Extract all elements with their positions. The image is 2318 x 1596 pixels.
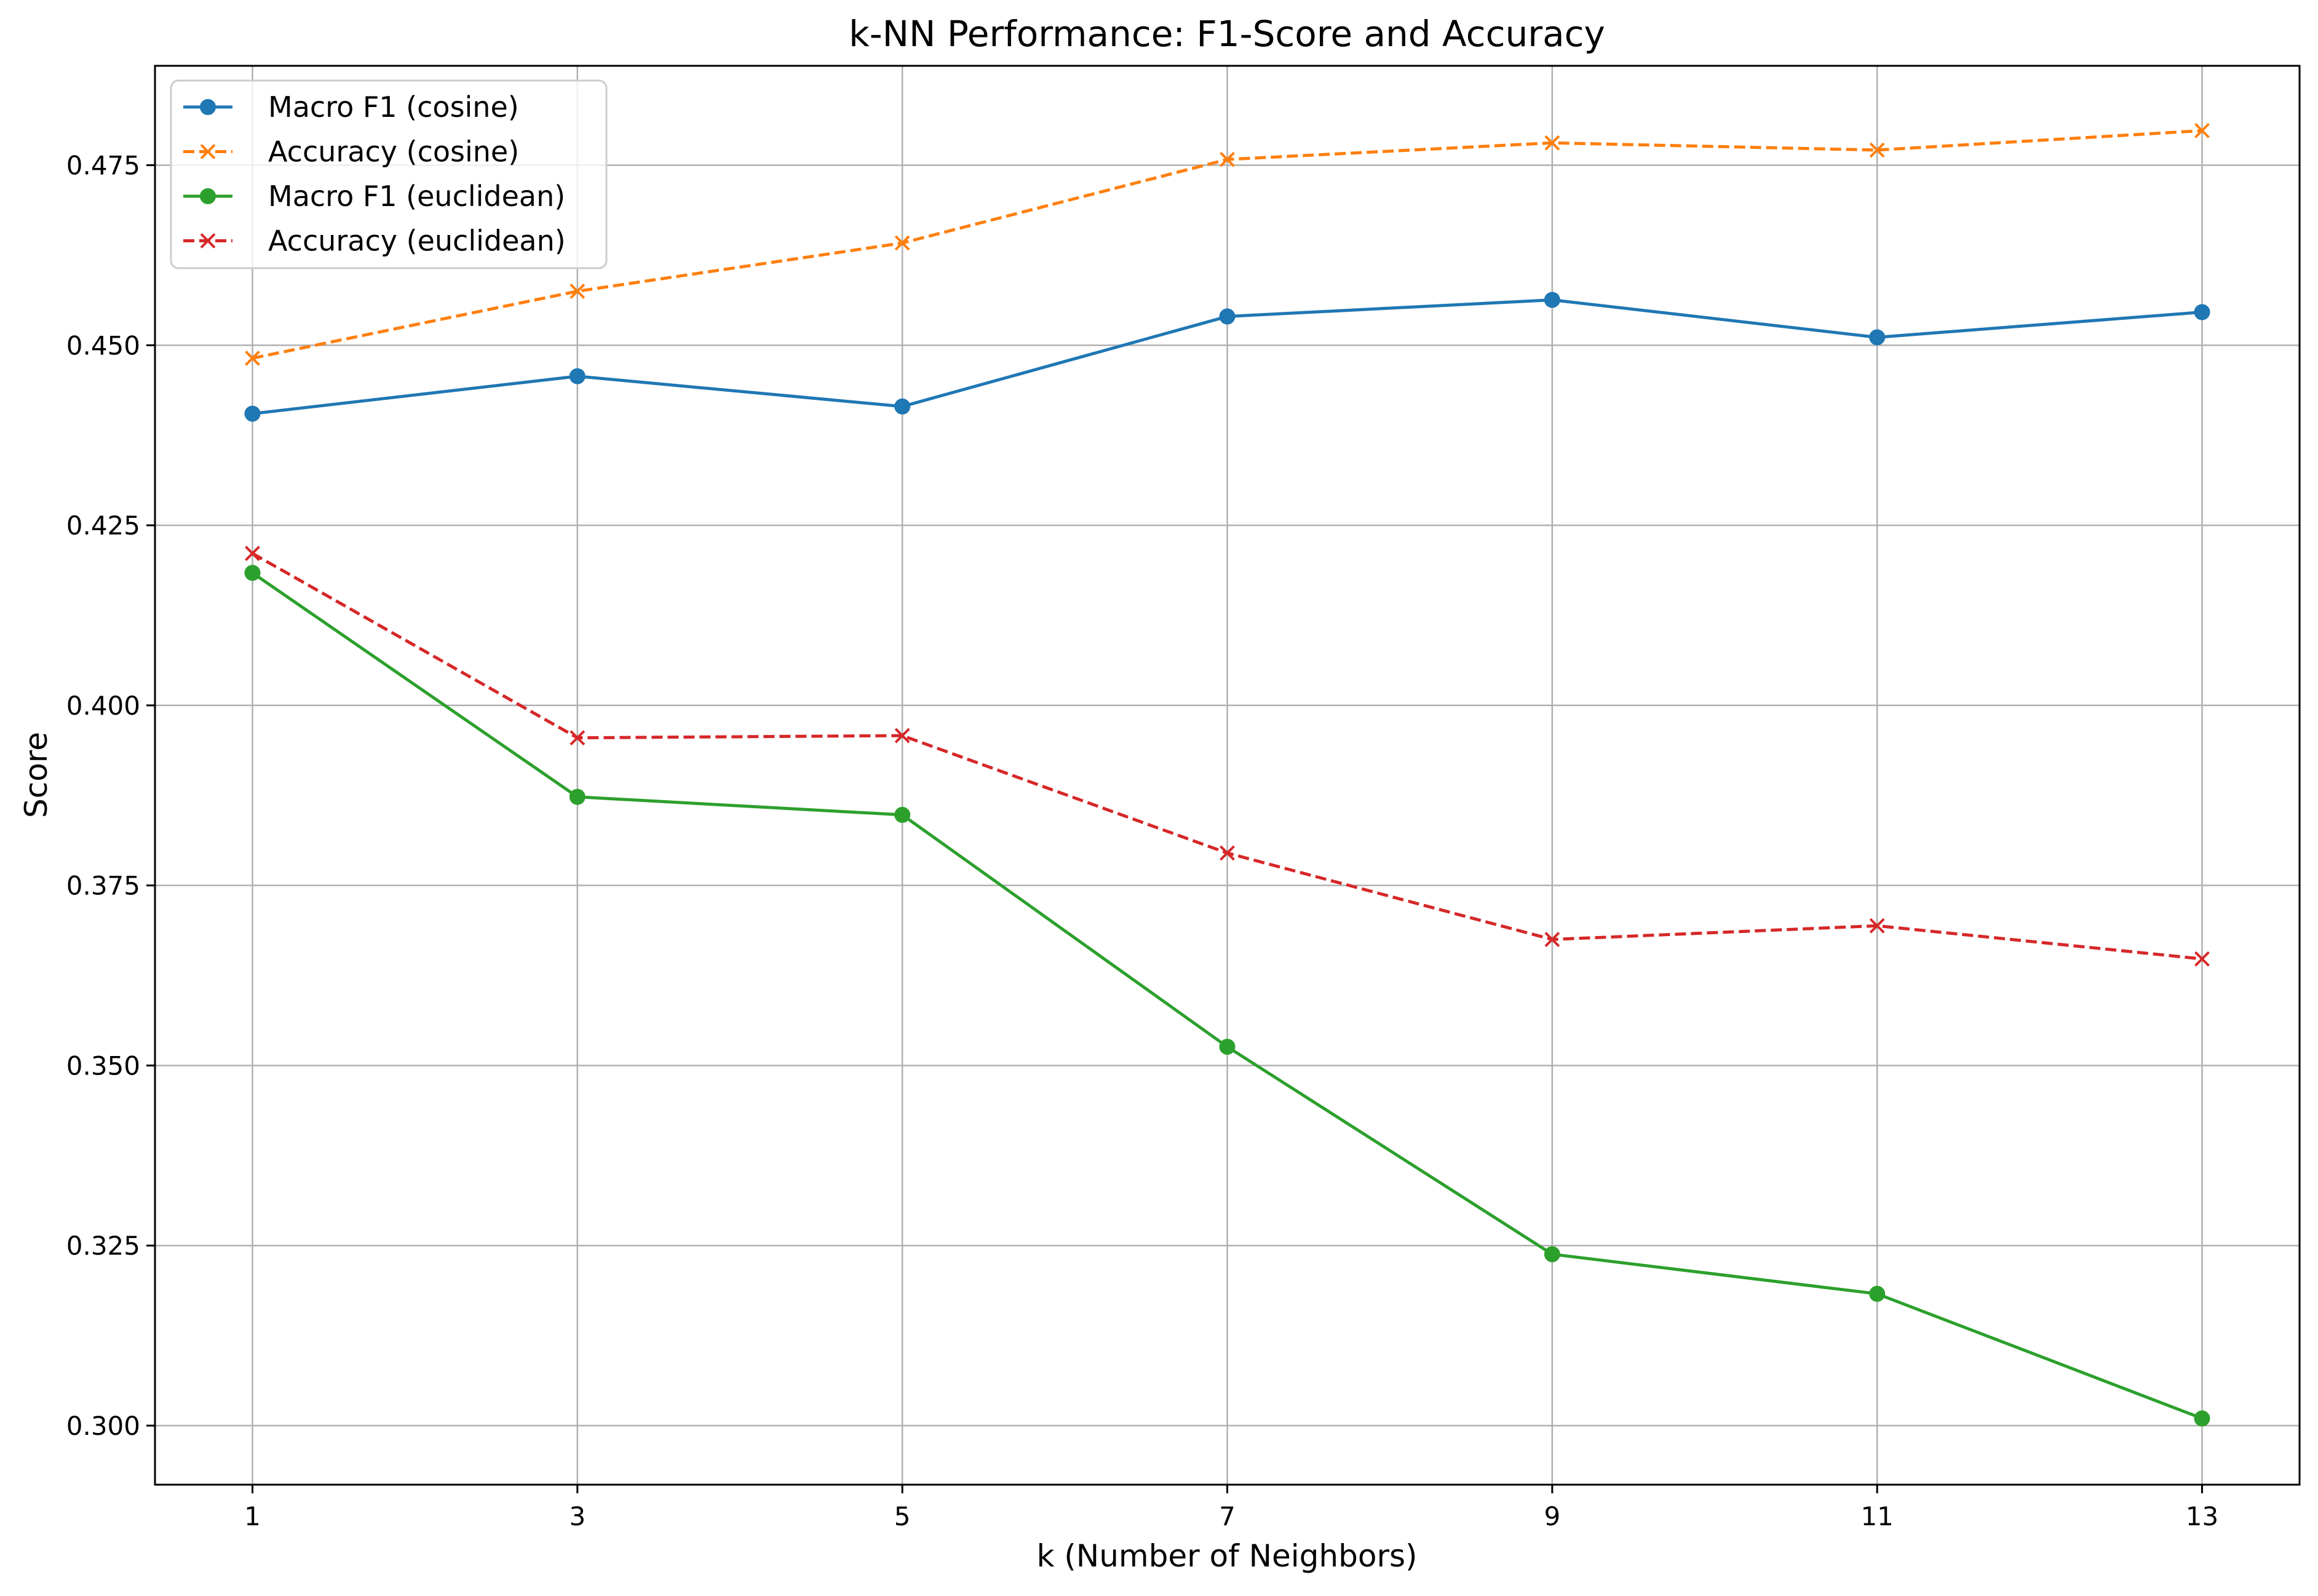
x-tick-label: 5: [894, 1501, 911, 1531]
y-tick-label: 0.350: [66, 1050, 140, 1081]
x-tick-label: 1: [244, 1501, 261, 1531]
legend-entry: Macro F1 (euclidean): [183, 180, 565, 213]
data-point: [1544, 135, 1560, 151]
data-point: [1869, 329, 1886, 346]
legend-entry: Accuracy (euclidean): [183, 224, 566, 258]
y-axis-label: Score: [18, 732, 54, 818]
data-point: [2194, 951, 2210, 967]
data-point: [1869, 1285, 1886, 1302]
y-tick-label: 0.475: [66, 151, 140, 181]
y-tick-label: 0.300: [66, 1411, 140, 1441]
x-tick-label: 11: [1860, 1501, 1893, 1531]
x-axis-ticks: 1 3 5 7 9 11 13: [244, 1485, 2218, 1531]
series-0: [244, 292, 2210, 422]
data-point: [1869, 142, 1885, 158]
data-point: [1544, 932, 1560, 947]
data-point: [245, 351, 260, 366]
data-point: [894, 806, 911, 823]
data-point: [244, 405, 261, 422]
y-tick-label: 0.375: [66, 871, 140, 901]
data-point: [894, 398, 911, 415]
x-tick-label: 9: [1544, 1501, 1560, 1531]
legend-label: Accuracy (cosine): [268, 135, 519, 169]
y-tick-label: 0.450: [66, 330, 140, 360]
data-point: [1219, 1038, 1236, 1055]
legend-entry: Accuracy (cosine): [183, 135, 519, 169]
series-2: [244, 565, 2210, 1427]
series-3: [245, 546, 2210, 967]
legend-marker: [200, 99, 216, 115]
data-point: [569, 368, 585, 384]
data-point: [1544, 292, 1560, 308]
data-point: [1220, 151, 1235, 167]
data-point: [570, 284, 585, 299]
data-point: [2194, 122, 2210, 138]
data-point: [1220, 845, 1235, 861]
legend-entries: Macro F1 (cosine) Accuracy (cosine) Macro …: [183, 90, 566, 258]
data-point: [245, 546, 260, 562]
data-point: [244, 565, 261, 581]
legend-box: [170, 79, 608, 269]
data-point: [894, 728, 910, 744]
legend-label: Macro F1 (cosine): [268, 90, 519, 124]
data-point: [2194, 1410, 2210, 1427]
legend-marker: [200, 144, 216, 159]
x-tick-label: 13: [2186, 1501, 2218, 1531]
x-tick-label: 7: [1219, 1501, 1236, 1531]
data-point: [1869, 918, 1885, 934]
legend-label: Accuracy (euclidean): [268, 224, 566, 258]
data-point: [894, 235, 910, 251]
legend-entry: Macro F1 (cosine): [183, 90, 519, 124]
series-1: [245, 122, 2210, 366]
data-point: [569, 788, 585, 805]
series-group: [244, 122, 2210, 1427]
data-point: [1219, 308, 1236, 325]
y-tick-label: 0.325: [66, 1231, 140, 1261]
data-point: [2194, 304, 2210, 320]
legend: Macro F1 (cosine) Accuracy (cosine) Macro …: [170, 79, 608, 269]
legend-marker: [200, 188, 216, 204]
legend-label: Macro F1 (euclidean): [268, 180, 565, 213]
y-tick-label: 0.400: [66, 691, 140, 721]
chart-title: k-NN Performance: F1-Score and Accuracy: [849, 13, 1605, 55]
legend-marker: [200, 233, 216, 248]
data-point: [1544, 1246, 1560, 1263]
y-tick-label: 0.425: [66, 510, 140, 541]
x-axis-label: k (Number of Neighbors): [1036, 1538, 1417, 1574]
x-tick-label: 3: [569, 1501, 585, 1531]
data-point: [570, 730, 585, 746]
y-axis-ticks: 0.300 0.325 0.350 0.375 0.400 0.425 0.450 0.475: [66, 151, 155, 1441]
grid-lines: [155, 66, 2300, 1485]
